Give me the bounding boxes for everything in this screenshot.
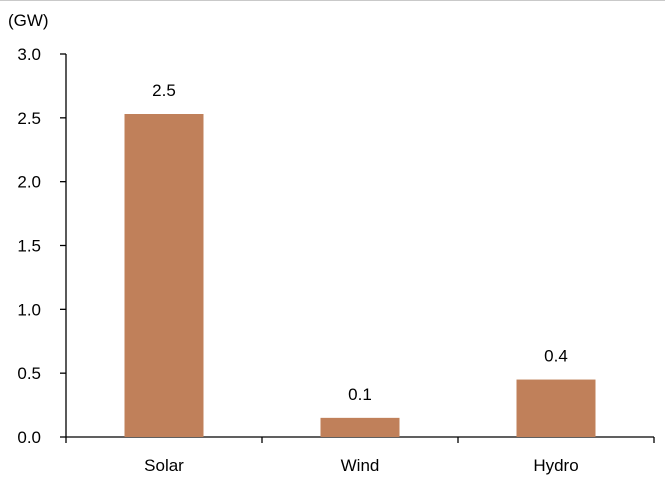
- y-tick-label: 0.0: [17, 428, 41, 447]
- x-ticks: [65, 437, 655, 443]
- category-label: Wind: [341, 456, 380, 475]
- bar-data-labels: 2.5 0.1 0.4: [152, 81, 568, 404]
- bar-value-label: 0.4: [544, 347, 568, 366]
- y-unit-label: (GW): [8, 11, 49, 30]
- bar-hydro: [516, 379, 596, 437]
- bar-wind: [320, 417, 400, 437]
- category-labels: Solar Wind Hydro: [144, 456, 579, 475]
- y-tick-label: 2.5: [17, 109, 41, 128]
- bar-solar: [124, 114, 204, 438]
- y-tick-label: 1.0: [17, 300, 41, 319]
- y-tick-label: 2.0: [17, 173, 41, 192]
- bar-value-label: 0.1: [348, 385, 372, 404]
- category-label: Hydro: [533, 456, 578, 475]
- top-border-line: [0, 0, 665, 1]
- category-label: Solar: [144, 456, 184, 475]
- y-tick-label: 3.0: [17, 45, 41, 64]
- y-tick-label: 1.5: [17, 237, 41, 256]
- bars: [124, 114, 596, 438]
- bar-value-label: 2.5: [152, 81, 176, 100]
- y-ticks: 0.0 0.5 1.0 1.5 2.0 2.5 3.0: [17, 45, 66, 447]
- y-tick-label: 0.5: [17, 364, 41, 383]
